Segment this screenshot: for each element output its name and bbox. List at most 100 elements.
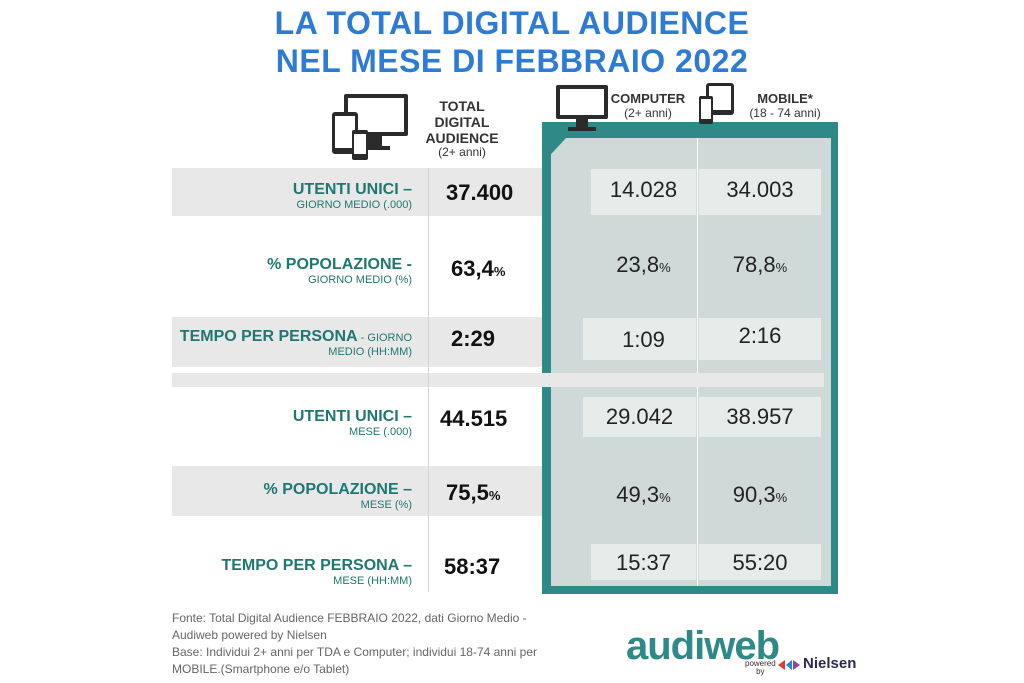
value-text: 90,3 bbox=[732, 482, 776, 507]
row-label-main-tail: - GIORNO bbox=[357, 332, 412, 344]
header-mobile-label: MOBILE* bbox=[757, 91, 813, 106]
header-computer-label: COMPUTER bbox=[610, 91, 686, 106]
header-tda-line1: TOTAL DIGITAL bbox=[434, 98, 490, 131]
powered-text: powered bbox=[745, 659, 776, 668]
mobile-value: 34.003 bbox=[699, 177, 821, 203]
row-label-utenti-giorno: UTENTI UNICI – GIORNO MEDIO (.000) bbox=[180, 180, 412, 212]
value-text: 14.028 bbox=[609, 177, 678, 202]
tda-value: 44.515 bbox=[440, 406, 507, 432]
value-text: 15:37 bbox=[615, 550, 672, 575]
value-text: 63,4 bbox=[451, 256, 494, 281]
panel-column-divider bbox=[697, 138, 698, 586]
nielsen-icon bbox=[778, 658, 800, 672]
mobile-value: 78,8% bbox=[699, 252, 821, 278]
row-label-sub: GIORNO MEDIO (%) bbox=[308, 274, 412, 287]
row-stripe-5 bbox=[172, 466, 542, 516]
footer-base-line2: MOBILE.(Smartphone e/o Tablet) bbox=[172, 662, 350, 676]
cell-bg bbox=[591, 169, 696, 215]
mobile-devices-icon bbox=[698, 82, 736, 126]
footer-source-line2: Audiweb powered by Nielsen bbox=[172, 628, 327, 642]
powered-by-text: powered by bbox=[745, 660, 776, 676]
row-label-main: UTENTI UNICI – bbox=[292, 408, 412, 425]
cell-bg bbox=[591, 544, 696, 580]
computer-value: 1:09 bbox=[591, 327, 696, 353]
header-mobile-sub: (18 - 74 anni) bbox=[749, 105, 821, 120]
percent-sign: % bbox=[659, 490, 671, 505]
row-label-sub: MEDIO (HH:MM) bbox=[328, 346, 412, 359]
header-mobile: MOBILE* (18 - 74 anni) bbox=[740, 91, 830, 121]
mobile-value: 55:20 bbox=[699, 550, 821, 576]
row-label-sub: GIORNO MEDIO (.000) bbox=[296, 199, 412, 212]
value-text: 2:16 bbox=[738, 323, 782, 348]
value-text: 23,8 bbox=[616, 252, 660, 277]
value-text: 1:09 bbox=[622, 327, 665, 352]
row-label-main: TEMPO PER PERSONA bbox=[179, 328, 358, 345]
row-label-main: TEMPO PER PERSONA – bbox=[221, 557, 412, 574]
tda-value: 58:37 bbox=[444, 554, 500, 580]
monitor-icon bbox=[555, 84, 609, 134]
audiweb-logo: audiweb bbox=[626, 624, 780, 668]
header-tda-sub: (2+ anni) bbox=[438, 145, 486, 160]
header-computer: COMPUTER (2+ anni) bbox=[610, 91, 686, 121]
tda-value: 2:29 bbox=[451, 326, 495, 352]
row-label-main: % POPOLAZIONE – bbox=[263, 481, 412, 498]
footer-base-line1: Base: Individui 2+ anni per TDA e Comput… bbox=[172, 645, 537, 659]
cell-bg bbox=[699, 397, 821, 437]
value-text: 55:20 bbox=[732, 550, 788, 575]
value-text: 34.003 bbox=[726, 177, 794, 202]
cell-bg bbox=[699, 169, 821, 215]
footer-source-line1: Fonte: Total Digital Audience FEBBRAIO 2… bbox=[172, 611, 527, 625]
computer-value: 14.028 bbox=[591, 177, 696, 203]
percent-sign: % bbox=[775, 490, 788, 505]
panel-notch bbox=[542, 138, 566, 164]
tda-value: 63,4% bbox=[451, 256, 505, 282]
devices-icon bbox=[330, 92, 412, 162]
page-title-line-2: NEL MESE DI FEBBRAIO 2022 bbox=[275, 43, 749, 79]
row-label-sub: MESE (.000) bbox=[349, 426, 412, 439]
value-text: 78,8 bbox=[732, 252, 776, 277]
mobile-value: 2:16 bbox=[699, 323, 821, 349]
row-stripe-1 bbox=[172, 168, 542, 216]
cell-bg bbox=[699, 318, 821, 360]
tda-value: 37.400 bbox=[446, 180, 513, 206]
percent-sign: % bbox=[775, 260, 788, 275]
row-label-popolazione-giorno: % POPOLAZIONE - GIORNO MEDIO (%) bbox=[180, 255, 412, 287]
value-text: 38.957 bbox=[726, 404, 794, 429]
row-label-main: % POPOLAZIONE - bbox=[267, 256, 412, 273]
section-separator bbox=[172, 373, 824, 387]
computer-value: 23,8% bbox=[591, 252, 696, 278]
nielsen-logo-text: Nielsen bbox=[803, 655, 857, 672]
tda-value: 75,5% bbox=[446, 480, 500, 506]
percent-sign: % bbox=[488, 488, 501, 503]
cell-bg bbox=[583, 397, 696, 437]
value-text: 44.515 bbox=[440, 406, 508, 431]
header-tda: TOTAL DIGITAL AUDIENCE (2+ anni) bbox=[412, 98, 512, 160]
computer-value: 49,3% bbox=[591, 482, 696, 508]
row-label-tempo-mese: TEMPO PER PERSONA – MESE (HH:MM) bbox=[180, 556, 412, 588]
value-text: 75,5 bbox=[446, 480, 489, 505]
by-text: by bbox=[756, 667, 765, 676]
row-label-main: UTENTI UNICI – bbox=[292, 181, 412, 198]
page-title-line-1: LA TOTAL DIGITAL AUDIENCE bbox=[274, 5, 750, 41]
mobile-value: 38.957 bbox=[699, 404, 821, 430]
computer-value: 15:37 bbox=[591, 550, 696, 576]
cell-bg bbox=[583, 318, 696, 360]
value-text: 37.400 bbox=[446, 180, 514, 205]
value-text: 58:37 bbox=[444, 554, 501, 579]
row-label-tempo-giorno: TEMPO PER PERSONA - GIORNO MEDIO (HH:MM) bbox=[174, 327, 412, 359]
cell-bg bbox=[699, 544, 821, 580]
mobile-value: 90,3% bbox=[699, 482, 821, 508]
percent-sign: % bbox=[659, 260, 671, 275]
value-text: 2:29 bbox=[451, 326, 496, 351]
computer-value: 29.042 bbox=[587, 404, 692, 430]
value-text: 29.042 bbox=[605, 404, 674, 429]
row-label-sub: MESE (%) bbox=[360, 499, 412, 512]
row-label-popolazione-mese: % POPOLAZIONE – MESE (%) bbox=[180, 480, 412, 512]
value-text: 49,3 bbox=[616, 482, 660, 507]
percent-sign: % bbox=[493, 264, 506, 279]
row-label-sub: MESE (HH:MM) bbox=[333, 575, 412, 588]
tda-column-divider bbox=[428, 168, 429, 592]
header-computer-sub: (2+ anni) bbox=[624, 105, 672, 120]
header-tda-line2: AUDIENCE bbox=[425, 130, 499, 147]
row-stripe-3 bbox=[172, 317, 542, 367]
